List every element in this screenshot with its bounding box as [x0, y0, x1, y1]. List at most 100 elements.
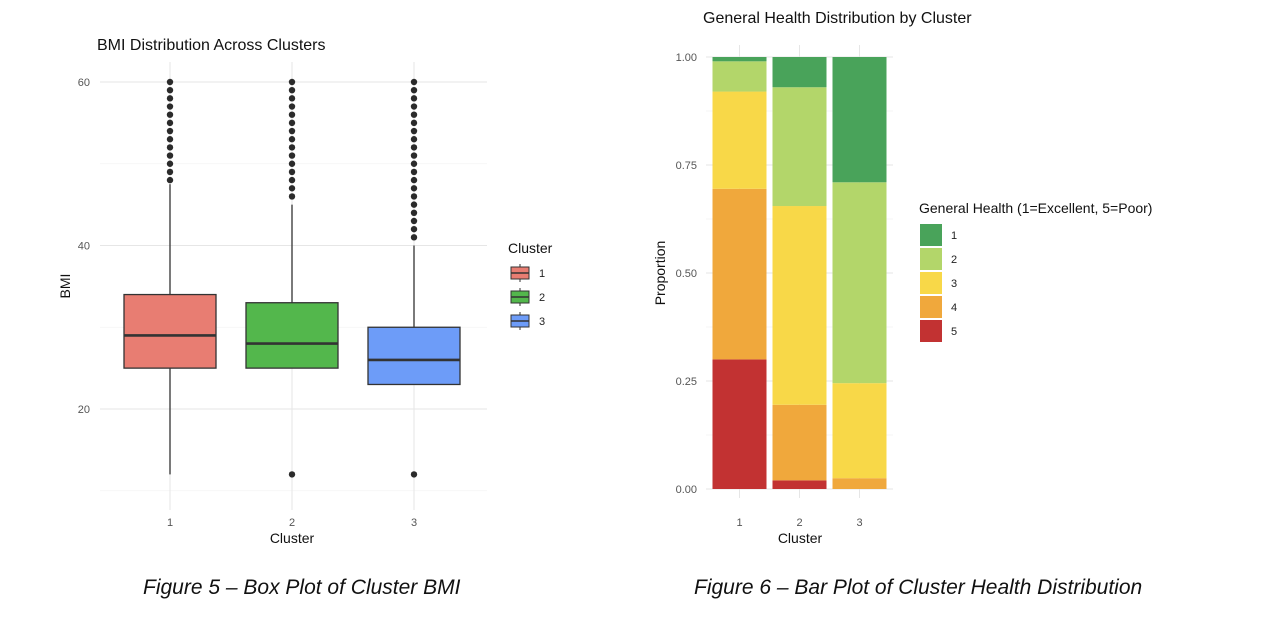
bar-plot-x-tick-label: 1	[736, 517, 742, 529]
bar-segment-health-1	[772, 57, 827, 88]
legend-label: 3	[951, 278, 957, 290]
legend-label: 3	[539, 316, 545, 328]
iqr-box	[245, 302, 339, 369]
outlier-point	[410, 234, 418, 241]
box-plot-x-tick-label: 3	[411, 517, 417, 529]
bar-segment-health-1	[712, 57, 767, 62]
bar-plot-y-tick-label: 0.00	[676, 484, 697, 496]
bar-segment-health-2	[712, 61, 767, 92]
outlier-point	[410, 201, 418, 208]
legend-key-swatch	[920, 224, 942, 246]
box-plot-legend-title: Cluster	[508, 240, 553, 256]
outlier-point	[288, 160, 296, 167]
legend-item-health-3: 3	[920, 272, 957, 294]
bar-plot-x-tick-label: 2	[796, 517, 802, 529]
outlier-point	[166, 160, 174, 167]
outlier-point	[410, 95, 418, 102]
outlier-point	[288, 111, 296, 118]
legend-label: 4	[951, 302, 957, 314]
legend-item-health-1: 1	[920, 224, 957, 246]
bar-segment-health-1	[832, 57, 887, 183]
box-plot-y-tick-label: 60	[78, 77, 90, 89]
legend-label: 2	[539, 292, 545, 304]
outlier-point	[166, 152, 174, 159]
outlier-point	[410, 144, 418, 151]
bar-segment-health-3	[832, 383, 887, 479]
outlier-point	[410, 225, 418, 233]
health-stacked-bar-plot: General Health Distribution by Cluster P…	[652, 10, 1152, 546]
box-plot-x-tick-label: 2	[289, 517, 295, 529]
outlier-point	[288, 144, 296, 151]
outlier-point	[410, 209, 418, 216]
bar-plot-y-tick-label: 0.50	[676, 268, 697, 280]
bar-plot-y-axis-title: Proportion	[652, 241, 668, 306]
bar-segment-health-3	[712, 91, 767, 189]
outlier-point	[166, 127, 174, 135]
outlier-point	[166, 144, 174, 151]
bar-plot-legend: 1 2 3 4 5	[920, 224, 957, 342]
outlier-point	[410, 152, 418, 159]
legend-key-swatch	[920, 248, 942, 270]
outlier-point	[410, 168, 418, 176]
outlier-point	[410, 119, 418, 127]
bar-segment-health-4	[832, 478, 887, 489]
bar-segment-health-5	[712, 359, 767, 489]
stacked-bar-cluster-2	[772, 57, 827, 489]
outlier-point	[288, 168, 296, 176]
outlier-point	[166, 111, 174, 118]
box-plot-title: BMI Distribution Across Clusters	[97, 37, 326, 54]
box-plot-x-tick-label: 1	[167, 517, 173, 529]
outlier-point	[410, 160, 418, 167]
outlier-point	[288, 185, 296, 192]
legend-item-cluster-2: 2	[510, 288, 545, 306]
bar-segment-health-3	[772, 206, 827, 405]
box-cluster-2	[245, 78, 339, 478]
outlier-point	[166, 136, 174, 143]
outlier-point	[166, 86, 174, 94]
iqr-box	[123, 293, 217, 369]
outlier-point	[288, 471, 296, 478]
legend-label: 5	[951, 326, 957, 338]
legend-item-health-4: 4	[920, 296, 957, 318]
outlier-point	[410, 193, 418, 200]
bar-segment-health-2	[772, 87, 827, 207]
figure-6-caption: Figure 6 – Bar Plot of Cluster Health Di…	[694, 576, 1143, 599]
stacked-bar-cluster-3	[832, 57, 887, 489]
bar-plot-y-tick-label: 0.25	[676, 376, 697, 388]
bar-plot-y-tick-label: 0.75	[676, 160, 697, 172]
outlier-point	[410, 127, 418, 135]
outlier-point	[410, 176, 418, 184]
outlier-point	[410, 185, 418, 192]
outlier-point	[288, 136, 296, 143]
box-plot-y-tick-label: 40	[78, 241, 90, 253]
outlier-point	[288, 95, 296, 102]
bar-plot-x-axis-title: Cluster	[778, 530, 823, 546]
outlier-point	[288, 152, 296, 159]
bmi-box-plot: BMI Distribution Across Clusters BMI Clu…	[57, 37, 553, 546]
box-plot-x-axis-title: Cluster	[270, 530, 315, 546]
legend-key-swatch	[920, 296, 942, 318]
outlier-point	[410, 103, 418, 110]
box-cluster-1	[123, 78, 217, 475]
outlier-point	[288, 86, 296, 94]
bar-plot-y-tick-label: 1.00	[676, 52, 697, 64]
bar-segment-health-4	[712, 188, 767, 360]
legend-item-cluster-1: 1	[510, 264, 545, 282]
outlier-point	[410, 86, 418, 94]
bar-plot-x-tick-label: 3	[856, 517, 862, 529]
bar-plot-title: General Health Distribution by Cluster	[703, 10, 972, 27]
iqr-box	[367, 326, 461, 386]
box-plot-y-axis-title: BMI	[57, 274, 73, 299]
legend-item-health-2: 2	[920, 248, 957, 270]
outlier-point	[166, 119, 174, 127]
bar-plot-legend-title: General Health (1=Excellent, 5=Poor)	[919, 200, 1152, 216]
outlier-point	[166, 103, 174, 110]
outlier-point	[166, 176, 174, 184]
bar-segment-health-2	[832, 182, 887, 384]
legend-key-swatch	[920, 272, 942, 294]
outlier-point	[166, 95, 174, 102]
figure-5-caption: Figure 5 – Box Plot of Cluster BMI	[143, 576, 461, 599]
bar-segment-health-5	[772, 480, 827, 489]
outlier-point	[288, 193, 296, 200]
